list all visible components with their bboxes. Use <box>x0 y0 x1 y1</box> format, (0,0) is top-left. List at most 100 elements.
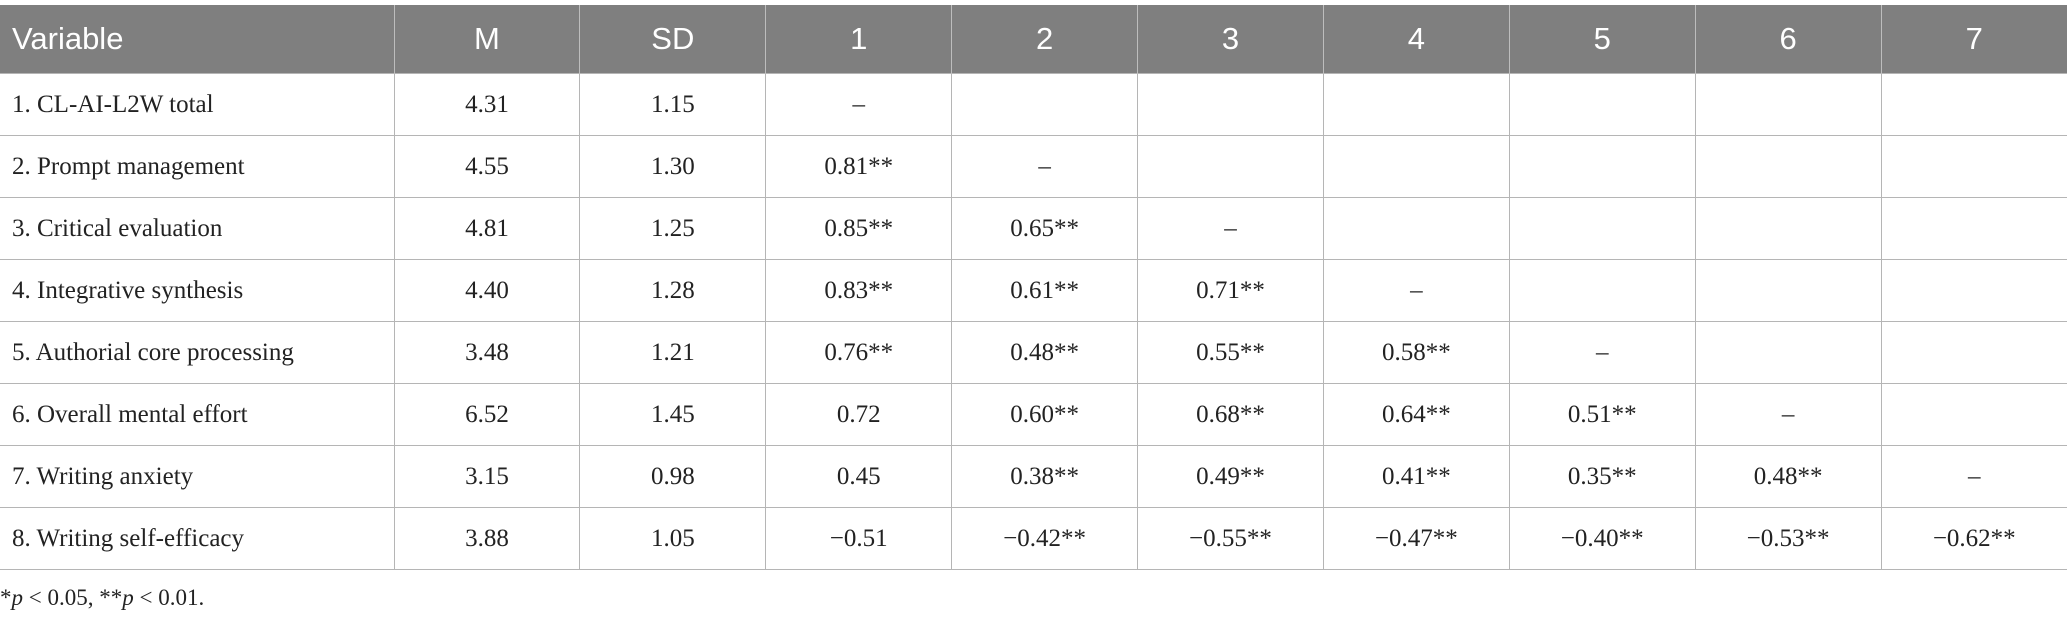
footnote: *p < 0.05, **p < 0.01. <box>0 585 204 611</box>
table-cell: 0.51** <box>1508 383 1696 446</box>
table-cell: 1.05 <box>579 507 767 570</box>
table-cell: 6.52 <box>393 383 581 446</box>
table-cell: 4.31 <box>393 73 581 136</box>
table-cell: 1.25 <box>579 197 767 260</box>
table-cell: – <box>765 73 953 136</box>
empty-cell <box>1880 259 2067 322</box>
table-cell: 3.88 <box>393 507 581 570</box>
footnote-part: * <box>0 585 12 610</box>
table-cell: – <box>1880 445 2067 508</box>
table-cell: 0.41** <box>1322 445 1510 508</box>
table-cell: 4.81 <box>393 197 581 260</box>
empty-cell <box>1880 321 2067 384</box>
table-cell: −0.55** <box>1137 507 1324 570</box>
table-row: 7. Writing anxiety 3.15 0.98 0.45 0.38** 0.49… <box>0 445 2067 508</box>
table-cell: 5. Authorial core processing <box>0 321 395 384</box>
table-cell: 0.55** <box>1137 321 1324 384</box>
empty-cell <box>1322 73 1510 136</box>
table-cell: 0.71** <box>1137 259 1324 322</box>
table-row: 3. Critical evaluation 4.81 1.25 0.85** 0.65… <box>0 197 2067 260</box>
empty-cell <box>1322 135 1510 198</box>
empty-cell <box>1694 135 1882 198</box>
header-cell: 2 <box>951 5 1138 74</box>
table-cell: 8. Writing self-efficacy <box>0 507 395 570</box>
table-cell: 1.15 <box>579 73 767 136</box>
table-cell: −0.40** <box>1508 507 1696 570</box>
footnote-part: < 0.05, ** <box>23 585 123 610</box>
table-cell: −0.53** <box>1694 507 1882 570</box>
table-cell: 0.65** <box>951 197 1139 260</box>
table-cell: – <box>951 135 1139 198</box>
table-cell: 0.81** <box>765 135 953 198</box>
table-row: 5. Authorial core processing 3.48 1.21 0.76… <box>0 321 2067 384</box>
empty-cell <box>1508 197 1696 260</box>
table-cell: – <box>1137 197 1324 260</box>
header-cell: 3 <box>1137 5 1324 74</box>
table-cell: 7. Writing anxiety <box>0 445 395 508</box>
header-cell: 1 <box>765 5 952 74</box>
table-cell: – <box>1322 259 1510 322</box>
table-cell: −0.47** <box>1322 507 1510 570</box>
empty-cell <box>1137 135 1324 198</box>
table-cell: −0.62** <box>1880 507 2067 570</box>
table-cell: 3.48 <box>393 321 581 384</box>
table-cell: 0.76** <box>765 321 953 384</box>
table-cell: 1.30 <box>579 135 767 198</box>
table-row: 8. Writing self-efficacy 3.88 1.05 −0.51 −0.… <box>0 507 2067 570</box>
header-cell: M <box>393 5 580 74</box>
table-cell: 0.58** <box>1322 321 1510 384</box>
table-cell: 0.35** <box>1508 445 1696 508</box>
table-cell: 0.45 <box>765 445 953 508</box>
table-cell: 1.45 <box>579 383 767 446</box>
table-row: 2. Prompt management 4.55 1.30 0.81** – <box>0 135 2067 198</box>
table-cell: 0.38** <box>951 445 1139 508</box>
correlation-table: Variable M SD 1 2 3 4 5 6 7 1. CL-AI-L2W total 4.3… <box>0 5 2067 570</box>
header-cell: 5 <box>1508 5 1696 74</box>
table-cell: 3. Critical evaluation <box>0 197 395 260</box>
table-cell: 4.55 <box>393 135 581 198</box>
table-cell: 0.49** <box>1137 445 1324 508</box>
table-cell: 1.28 <box>579 259 767 322</box>
table-cell: – <box>1694 383 1882 446</box>
table-cell: 4. Integrative synthesis <box>0 259 395 322</box>
empty-cell <box>1694 259 1882 322</box>
table-cell: 0.61** <box>951 259 1139 322</box>
empty-cell <box>1880 197 2067 260</box>
empty-cell <box>1694 197 1882 260</box>
empty-cell <box>1508 73 1696 136</box>
header-cell: 6 <box>1694 5 1882 74</box>
table-row: 6. Overall mental effort 6.52 1.45 0.72 0.60… <box>0 383 2067 446</box>
table-cell: 6. Overall mental effort <box>0 383 395 446</box>
empty-cell <box>1322 197 1510 260</box>
empty-cell <box>1137 73 1324 136</box>
table-row: 4. Integrative synthesis 4.40 1.28 0.83** 0.… <box>0 259 2067 322</box>
header-cell: Variable <box>0 5 395 74</box>
table-row: 1. CL-AI-L2W total 4.31 1.15– <box>0 73 2067 136</box>
table-cell: 1.21 <box>579 321 767 384</box>
table-cell: 4.40 <box>393 259 581 322</box>
table-cell: 0.72 <box>765 383 953 446</box>
table-cell: 0.48** <box>1694 445 1882 508</box>
footnote-part: p <box>11 585 24 610</box>
header-cell: 4 <box>1322 5 1510 74</box>
empty-cell <box>1508 135 1696 198</box>
table-cell: 0.60** <box>951 383 1139 446</box>
empty-cell <box>1508 259 1696 322</box>
footnote-part: p <box>122 585 134 610</box>
table-cell: 0.48** <box>951 321 1139 384</box>
table-cell: 3.15 <box>393 445 581 508</box>
empty-cell <box>1880 383 2067 446</box>
table-cell: 0.98 <box>579 445 767 508</box>
empty-cell <box>951 73 1139 136</box>
empty-cell <box>1694 73 1882 136</box>
table-cell: 0.64** <box>1322 383 1510 446</box>
header-row: Variable M SD 1 2 3 4 5 6 7 <box>0 5 2067 74</box>
table-cell: – <box>1508 321 1696 384</box>
table-cell: −0.51 <box>765 507 953 570</box>
table-cell: 0.85** <box>765 197 953 260</box>
table-cell: 1. CL-AI-L2W total <box>0 73 395 136</box>
table-cell: −0.42** <box>951 507 1139 570</box>
empty-cell <box>1880 135 2067 198</box>
table-cell: 2. Prompt management <box>0 135 395 198</box>
